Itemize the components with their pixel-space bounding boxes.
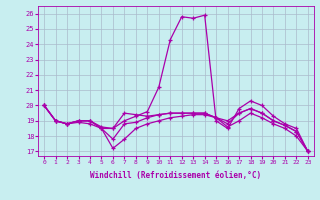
X-axis label: Windchill (Refroidissement éolien,°C): Windchill (Refroidissement éolien,°C) xyxy=(91,171,261,180)
